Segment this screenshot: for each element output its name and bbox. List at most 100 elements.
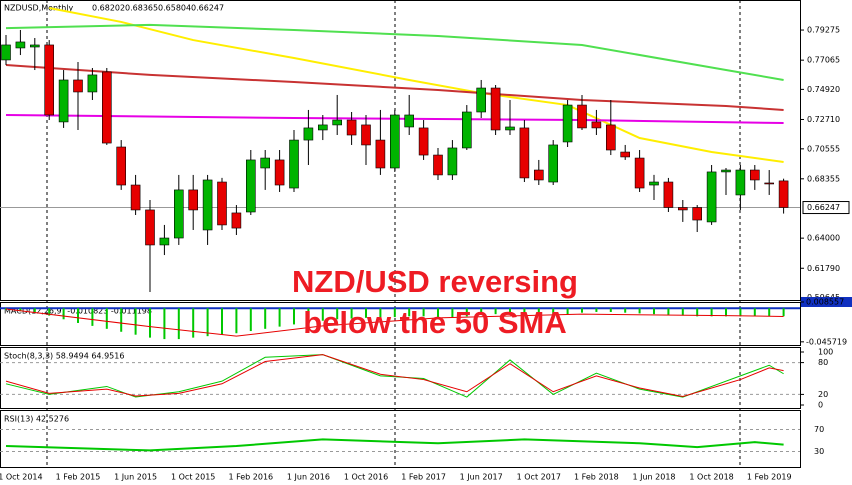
y-tick-label: 20 xyxy=(818,390,828,399)
macd-bar xyxy=(321,308,324,321)
x-tick-label: 1 Jun 2018 xyxy=(632,473,675,482)
macd-bar xyxy=(19,308,22,312)
y-tick-label: 0.64000 xyxy=(807,234,840,243)
candle-body xyxy=(174,189,184,239)
candle-body xyxy=(159,237,170,246)
y-tick-label: 30 xyxy=(814,447,824,456)
macd-bar xyxy=(192,308,195,338)
macd-bar xyxy=(221,308,223,335)
x-tick-label: 1 Feb 2019 xyxy=(747,473,792,482)
candle-body xyxy=(274,159,285,186)
candle-body xyxy=(231,212,242,229)
macd-bar xyxy=(264,308,267,329)
candle-body xyxy=(375,139,386,169)
candle-body xyxy=(591,121,602,129)
candle-body xyxy=(562,104,573,143)
macd-bar xyxy=(177,308,180,340)
rsi-pane xyxy=(0,410,801,468)
candle-body xyxy=(130,184,141,211)
candle-body xyxy=(505,126,515,131)
candle-body xyxy=(346,119,357,136)
macd-bar xyxy=(710,308,713,317)
macd-bar xyxy=(537,308,540,315)
y-tick-label: 80 xyxy=(818,358,828,367)
macd-bar xyxy=(379,308,382,318)
candle-body xyxy=(246,159,256,213)
quote: 0.66247 xyxy=(191,4,224,13)
macd-bar xyxy=(307,308,310,323)
macd-bar xyxy=(509,308,511,314)
stoch-pane xyxy=(0,347,801,409)
x-tick-label: 1 Feb 2015 xyxy=(56,473,101,482)
y-tick-label: 0.70555 xyxy=(807,144,840,153)
candle-body xyxy=(490,87,501,131)
rsi-title: RSI(13) 42.5276 xyxy=(4,415,69,424)
x-tick-label: 1 Feb 2016 xyxy=(228,473,273,482)
candle-body xyxy=(634,157,645,189)
candle-body xyxy=(519,127,530,179)
candle-body xyxy=(764,182,775,185)
macd-bar xyxy=(62,308,65,320)
macd-bar xyxy=(393,308,396,318)
candle-body xyxy=(461,111,472,149)
candle-body xyxy=(58,79,69,123)
current-price-label: 0.66247 xyxy=(807,203,840,212)
macd-bar xyxy=(235,308,238,334)
candle-body xyxy=(332,119,343,126)
macd-bar xyxy=(465,308,468,317)
macd-bar xyxy=(480,308,483,315)
macd-bar xyxy=(609,308,612,312)
x-tick-label: 1 Oct 2015 xyxy=(171,473,215,482)
macd-bar xyxy=(624,308,627,313)
candle-body xyxy=(404,114,415,128)
x-tick-label: 1 Jun 2017 xyxy=(460,473,503,482)
candle-body xyxy=(577,104,587,129)
moving-average xyxy=(5,23,784,81)
y-tick-label: 0.74920 xyxy=(807,85,840,94)
candle-body xyxy=(692,207,703,221)
candle-body xyxy=(217,181,227,226)
y-tick-label: 0.77065 xyxy=(807,56,840,65)
macd-bar xyxy=(552,308,555,315)
y-tick-label: 0.79275 xyxy=(807,26,840,35)
macd-bar xyxy=(581,308,583,313)
macd-bar xyxy=(566,308,569,315)
candle-body xyxy=(87,74,98,93)
y-tick-label: 0 xyxy=(818,401,823,410)
macd-bar xyxy=(725,308,727,317)
candle-body xyxy=(389,114,400,169)
macd-bar xyxy=(48,308,51,316)
quote: 0.65804 xyxy=(158,4,191,13)
x-tick-label: 1 Jun 2016 xyxy=(287,473,330,482)
candle-body xyxy=(548,144,559,183)
macd-bar xyxy=(278,308,281,327)
candle-body xyxy=(649,181,659,186)
stoch-title: Stoch(8,3,3) 58.9494 64.9516 xyxy=(4,352,124,361)
tick-highlight xyxy=(801,297,852,307)
candle-body xyxy=(361,124,371,146)
candle-body xyxy=(116,146,126,186)
x-tick-label: 1 Jun 2015 xyxy=(114,473,157,482)
macd-bar xyxy=(696,308,699,317)
y-tick-label: 0.72710 xyxy=(807,115,840,124)
macd-bar xyxy=(437,308,439,318)
candle-body xyxy=(433,154,443,176)
y-tick-label: 0.68355 xyxy=(807,174,840,183)
candle-body xyxy=(317,124,328,131)
macd-bar xyxy=(33,308,36,313)
macd-bar xyxy=(134,308,137,335)
candle-body xyxy=(188,189,198,211)
rsi-line xyxy=(5,438,784,452)
candle-body xyxy=(15,41,26,49)
macd-bar xyxy=(163,308,166,340)
candle-body xyxy=(289,139,299,189)
stoch-line xyxy=(5,354,784,398)
candle-body xyxy=(145,209,155,246)
macd-bar xyxy=(523,308,526,315)
y-tick-label: 70 xyxy=(814,425,824,434)
macd-bar xyxy=(91,308,94,326)
macd-bar xyxy=(336,308,339,320)
candle-body xyxy=(735,169,746,196)
macd-bar xyxy=(782,308,785,317)
